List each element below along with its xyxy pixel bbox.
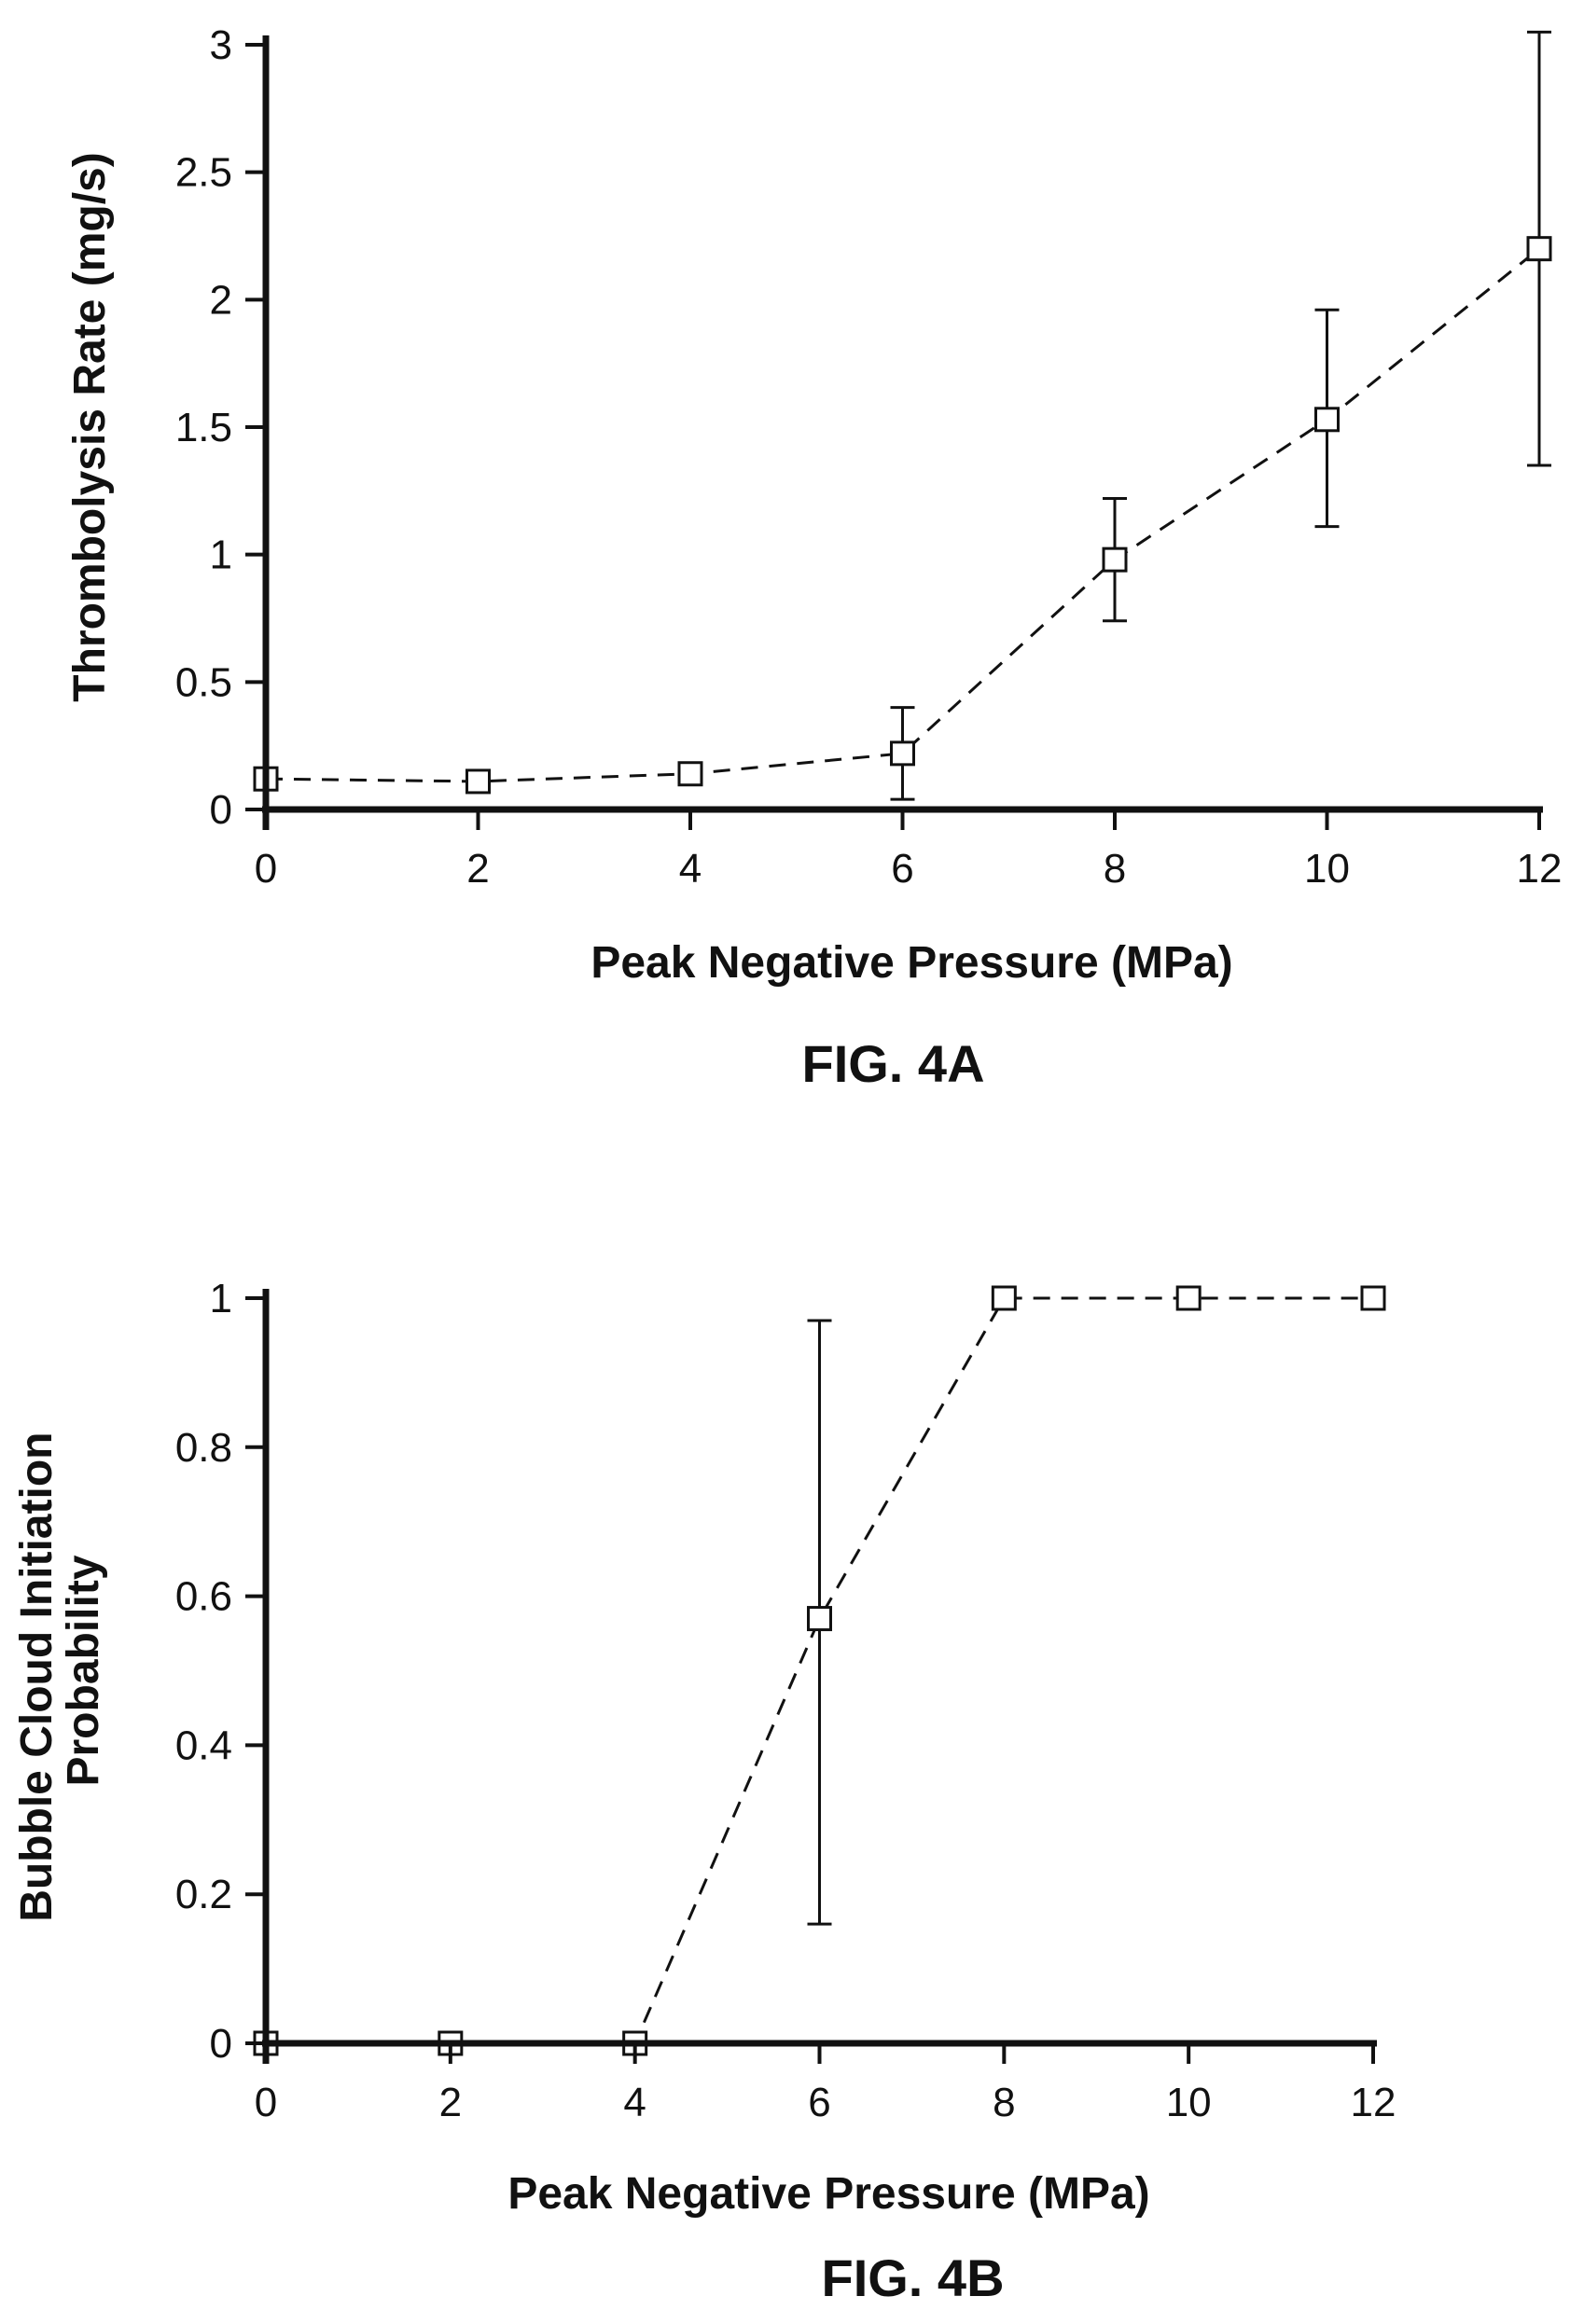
chart-4b-y-axis-label: Bubble Cloud Initiation Probability xyxy=(12,1419,108,1922)
data-point-marker xyxy=(1314,407,1340,433)
chart-4b-y-axis-label-line-1: Bubble Cloud Initiation xyxy=(12,1432,62,1922)
x-tick-label: 10 xyxy=(1304,846,1350,892)
x-tick-label: 6 xyxy=(808,2080,830,2125)
chart-4b-x-ticks: 0 2 4 6 8 10 12 xyxy=(255,2043,1396,2125)
y-tick-label: 0.5 xyxy=(175,659,232,705)
y-tick-label: 0.6 xyxy=(175,1574,232,1620)
x-tick-label: 8 xyxy=(993,2080,1015,2125)
data-point-marker xyxy=(991,1285,1017,1311)
x-tick-label: 10 xyxy=(1166,2080,1212,2125)
data-point-marker xyxy=(890,740,915,767)
x-tick-label: 4 xyxy=(679,846,702,892)
y-tick-label: 0 xyxy=(210,787,232,833)
chart-4b-y-axis-label-line-2: Probability xyxy=(59,1555,108,1786)
x-tick-label: 2 xyxy=(466,846,489,892)
x-tick-label: 2 xyxy=(439,2080,462,2125)
data-point-marker xyxy=(677,761,703,787)
x-tick-label: 6 xyxy=(891,846,913,892)
chart-4a-x-ticks: 0 2 4 6 8 10 12 xyxy=(255,809,1563,892)
chart-4a: 0 2 4 6 8 10 12 0 0.5 1 1.5 2 2.5 3 Peak Negative Pr… xyxy=(65,22,1562,1093)
y-tick-label: 0.4 xyxy=(175,1722,232,1768)
chart-4a-x-axis-label: Peak Negative Pressure (MPa) xyxy=(590,938,1232,988)
y-tick-label: 1.5 xyxy=(175,405,232,450)
chart-4a-series-line xyxy=(265,247,1540,783)
y-tick-label: 0.2 xyxy=(175,1872,232,1917)
chart-4a-y-ticks: 0 0.5 1 1.5 2 2.5 3 xyxy=(175,22,266,833)
y-tick-label: 2.5 xyxy=(175,150,232,196)
chart-4b: 0 2 4 6 8 10 12 0 0.2 0.4 0.6 0.8 1 Peak Negative P… xyxy=(12,1276,1396,2307)
chart-4b-x-axis-label: Peak Negative Pressure (MPa) xyxy=(507,2169,1149,2219)
chart-4a-figure-label: FIG. 4A xyxy=(801,1034,984,1093)
y-tick-label: 1 xyxy=(210,533,232,578)
data-point-marker xyxy=(1102,546,1128,573)
data-point-marker xyxy=(1360,1285,1386,1311)
chart-4a-y-axis-label: Thrombolysis Rate (mg/s) xyxy=(65,152,115,701)
data-point-marker xyxy=(807,1606,832,1632)
x-tick-label: 12 xyxy=(1351,2080,1396,2125)
x-tick-label: 12 xyxy=(1517,846,1563,892)
y-tick-label: 3 xyxy=(210,22,232,68)
y-tick-label: 1 xyxy=(210,1276,232,1321)
y-tick-label: 0.8 xyxy=(175,1425,232,1471)
data-point-marker xyxy=(1175,1285,1202,1311)
x-tick-label: 8 xyxy=(1104,846,1126,892)
x-tick-label: 0 xyxy=(255,2080,277,2125)
chart-4b-y-ticks: 0 0.2 0.4 0.6 0.8 1 xyxy=(175,1276,266,2067)
y-tick-label: 2 xyxy=(210,277,232,323)
x-tick-label: 0 xyxy=(255,846,277,892)
x-tick-label: 4 xyxy=(623,2080,646,2125)
data-point-marker xyxy=(1526,236,1552,262)
data-point-marker xyxy=(465,768,491,795)
y-tick-label: 0 xyxy=(210,2021,232,2067)
chart-4b-figure-label: FIG. 4B xyxy=(821,2248,1004,2307)
chart-4a-error-bars xyxy=(890,30,1551,801)
